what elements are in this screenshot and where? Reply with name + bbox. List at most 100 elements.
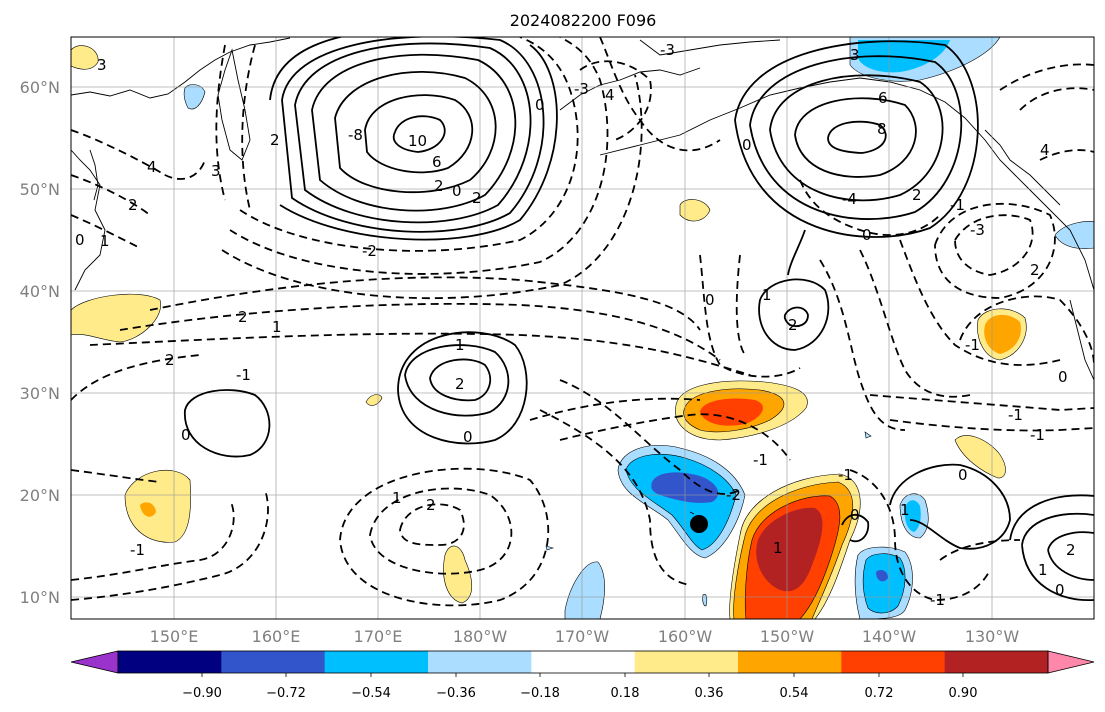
low-160w-mid	[559, 413, 791, 461]
low-west-50n	[71, 174, 151, 216]
contour-label: 1	[455, 336, 465, 354]
high-nw-8	[364, 94, 474, 174]
contour-label: 2	[455, 375, 465, 393]
colorbar-tick-label: 0.54	[780, 686, 809, 701]
contour-label: -8	[348, 126, 363, 144]
contour-label: -1	[838, 466, 853, 484]
colorbar-tick-label: −0.54	[351, 686, 391, 701]
cold-spot-small-15n	[545, 545, 555, 551]
positive-contours	[184, 37, 1094, 601]
lon-label: 150°E	[150, 627, 199, 646]
contour-label: 1	[773, 539, 783, 557]
lon-label: 150°W	[760, 627, 815, 646]
low-ne-inner	[799, 179, 941, 236]
contour-label: 4	[605, 86, 615, 104]
contour-label: -2	[726, 486, 741, 504]
low-east-35n-1	[959, 295, 1094, 366]
high-nw-6	[334, 71, 497, 194]
contour-label: 8	[877, 120, 887, 138]
latitude-labels: 60°N 50°N 40°N 30°N 20°N 10°N	[20, 78, 60, 607]
colorbar-tick-label: 0.18	[611, 686, 640, 701]
contour-labels: 3 4 3 2 0 1 -8 10 6 2 0 2 2 -2 -3 0 -3 4…	[75, 41, 1076, 609]
cold-anomaly-10n-140w-cyan	[862, 553, 906, 614]
colorbar-tick-label: 0.72	[865, 686, 894, 701]
contour-label: 0	[850, 506, 860, 524]
map-frame	[70, 36, 1095, 620]
contour-label: 6	[432, 153, 442, 171]
low-southwest-0	[71, 489, 269, 601]
low-southwest-1	[71, 499, 235, 581]
high-nw-0	[281, 37, 545, 233]
low-nw-ring1	[239, 37, 579, 252]
shaded-anomalies	[71, 37, 1094, 619]
low-15n-1	[369, 487, 513, 575]
low-12n-east	[939, 539, 1021, 561]
gridlines	[71, 37, 1094, 619]
contour-label: 1	[272, 318, 282, 336]
high-27n-1	[184, 389, 271, 458]
high-ne-4	[769, 74, 944, 202]
storm-position-marker	[690, 515, 708, 533]
high-nw-10	[392, 115, 446, 153]
contour-label: 1	[762, 286, 772, 304]
colorbar-ticks: −0.90 −0.72 −0.54 −0.36 −0.18 0.18 0.36 …	[182, 686, 977, 701]
cold-spot-east-45n	[1054, 221, 1094, 249]
colorbar-extend-low	[70, 650, 119, 674]
yellow-patch-180w	[443, 545, 473, 604]
lat-label: 30°N	[20, 384, 60, 403]
low-east-upper-3	[999, 63, 1094, 91]
contour-label: 0	[463, 428, 473, 446]
high-15n-east-0	[1009, 494, 1094, 541]
yellow-patch-upper-left	[71, 45, 99, 70]
high-nw-4	[311, 53, 517, 212]
colorbar-frame	[117, 650, 1049, 674]
low-mid-wide-1	[119, 302, 721, 361]
contour-label: 0	[958, 466, 968, 484]
contour-label: -1	[753, 451, 768, 469]
contour-label: 0	[452, 182, 462, 200]
sakhalin	[89, 149, 99, 201]
longitude-labels: 150°E 160°E 170°E 180°W 170°W 160°W 150°…	[150, 627, 1020, 646]
high-ne-8	[827, 120, 887, 154]
cold-anomaly-top-center-cyan	[858, 40, 950, 73]
contour-label: 2	[165, 351, 175, 369]
colorbar-segment	[738, 651, 842, 673]
lon-label: 160°E	[252, 627, 301, 646]
cold-spot-60n-180	[183, 84, 206, 110]
colorbar-segment	[531, 651, 636, 673]
low-mid-wide-0	[89, 332, 751, 376]
high-nw-2	[294, 42, 532, 224]
contour-label: -3	[660, 41, 675, 59]
contour-label: 2	[788, 316, 798, 334]
low-ne-trough-3	[899, 239, 1061, 366]
warm-anomaly-30n-red	[700, 398, 763, 426]
contour-label: -1	[965, 336, 980, 354]
colorbar	[70, 650, 1095, 677]
lon-label: 180°W	[453, 627, 508, 646]
contour-label: 2	[270, 131, 280, 149]
us-west-coast	[1069, 299, 1094, 381]
low-nw-ring2	[229, 37, 609, 275]
low-east-45n-2	[934, 202, 1056, 299]
japan-kurils	[71, 149, 106, 291]
contour-label: 0	[705, 291, 715, 309]
low-160w-trough	[699, 254, 801, 378]
contour-label: 0	[742, 136, 752, 154]
colorbar-segment	[221, 651, 326, 673]
aleutian-chain	[559, 67, 701, 111]
contour-label: -1	[1030, 426, 1045, 444]
low-mid-tail	[71, 354, 201, 401]
colorbar-tick-label: 0.36	[695, 686, 724, 701]
contour-label: 2	[912, 186, 922, 204]
colorbar-segment	[634, 651, 739, 673]
high-15n-east-1	[1021, 512, 1094, 601]
lat-label: 50°N	[20, 180, 60, 199]
contour-label: 4	[147, 158, 157, 176]
high-ne-6	[794, 97, 917, 178]
low-west-45n	[71, 214, 141, 249]
contour-label: -2	[362, 242, 377, 260]
contour-label: 2	[238, 308, 248, 326]
low-subtropic-2	[559, 379, 741, 495]
high-22n-0	[889, 463, 1011, 550]
